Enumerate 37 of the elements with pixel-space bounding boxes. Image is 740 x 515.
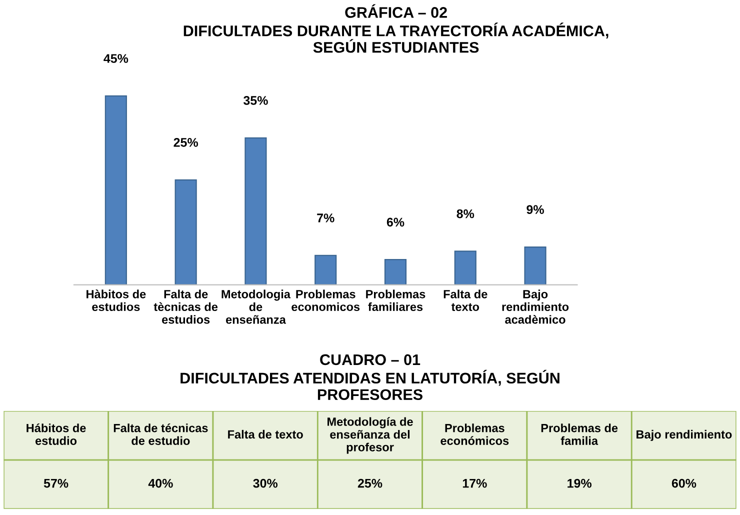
data-label: 8% bbox=[456, 209, 474, 218]
text: 19% bbox=[568, 478, 592, 488]
text: 60% bbox=[672, 478, 696, 488]
x-tick-label: Problemas familiares bbox=[366, 290, 426, 312]
category-label: Problemas económicos bbox=[440, 424, 509, 445]
category-label: Hábitos de estudio bbox=[26, 423, 86, 445]
category-label: Falta de técnicas de estudio bbox=[114, 423, 208, 445]
bar bbox=[104, 95, 127, 285]
bar bbox=[384, 259, 407, 285]
text: 57% bbox=[44, 478, 68, 488]
text: 40% bbox=[148, 478, 173, 488]
bar bbox=[524, 246, 546, 285]
category-label: Bajo rendimiento bbox=[636, 430, 732, 441]
category-label: Falta de texto bbox=[228, 430, 303, 439]
data-label: 7% bbox=[317, 214, 334, 222]
x-tick-label: Falta de texto bbox=[444, 290, 488, 312]
data-label: 9% bbox=[526, 205, 544, 214]
data-label: 35% bbox=[243, 96, 268, 105]
data-label: 45% bbox=[104, 54, 128, 63]
x-tick-label: Hàbitos de estudios bbox=[86, 290, 146, 312]
category-label: Problemas de familia bbox=[541, 424, 618, 445]
bar bbox=[244, 137, 267, 285]
data-label: 25% bbox=[174, 138, 198, 147]
chart-title: GRÁFICA – 02 DIFICULTADES DURANTE LA TRAYECTORÍA ACADÉMICA, SEGÚN ESTUDIANTES bbox=[184, 4, 608, 53]
category-label: Metodología de enseñanza del profesor bbox=[328, 417, 413, 454]
x-tick-label: Problemas economicos bbox=[292, 290, 360, 312]
bar bbox=[454, 250, 476, 285]
x-tick-label: Metodologia de enseñanza bbox=[222, 290, 291, 324]
text: 25% bbox=[358, 478, 382, 488]
x-tick-label: Bajo rendimiento acadèmico bbox=[502, 290, 569, 324]
text: 17% bbox=[462, 478, 487, 488]
text: CUADRO – 01 DIFICULTADES ATENDIDAS EN LATUTORÍA, SEGÚN PROFESORES bbox=[180, 354, 560, 400]
x-tick-label: Falta de tècnicas de estudios bbox=[154, 290, 218, 324]
bar bbox=[174, 179, 197, 285]
bar bbox=[314, 254, 337, 285]
data-label: 6% bbox=[386, 218, 404, 227]
text: 30% bbox=[253, 478, 278, 488]
